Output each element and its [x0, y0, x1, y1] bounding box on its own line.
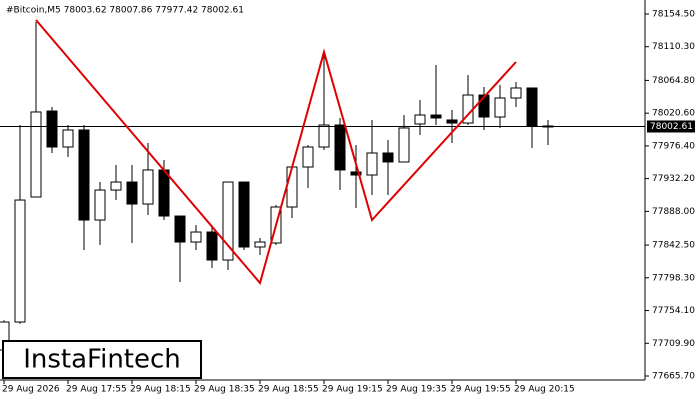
y-tick-label: 77932.20: [652, 174, 695, 184]
candle-body: [414, 114, 426, 125]
y-tick-label: 78154.50: [652, 9, 695, 19]
candle-body: [286, 166, 298, 208]
y-tick-label: 77754.10: [652, 306, 695, 316]
candle-body: [350, 171, 362, 176]
current-price-box: [647, 120, 695, 133]
candle-body: [94, 189, 106, 221]
x-tick-label: 29 Aug 2026: [2, 385, 60, 395]
y-tick-label: 77888.00: [652, 207, 695, 217]
watermark: InstaFintech: [23, 345, 181, 375]
x-tick-label: 29 Aug 19:55: [450, 385, 511, 395]
y-tick-label: 77665.70: [652, 372, 695, 382]
candle-body: [14, 199, 26, 323]
candle-body: [142, 169, 154, 205]
candle-body: [222, 181, 234, 261]
chart-title: #Bitcoin,M5 78003.62 78007.86 77977.42 7…: [6, 6, 244, 16]
candle-body: [430, 114, 442, 119]
candle-body: [446, 119, 458, 124]
y-tick-label: 78020.60: [652, 109, 695, 119]
candle-body: [318, 124, 330, 148]
candle-body: [366, 152, 378, 176]
candle-body: [30, 111, 42, 198]
candle-body: [510, 87, 522, 99]
candle-body: [238, 181, 250, 248]
candle-body: [78, 129, 90, 221]
candle-body: [126, 181, 138, 205]
y-tick-label: 77798.30: [652, 273, 695, 283]
y-tick-label: 77842.50: [652, 241, 695, 251]
y-tick-label: 77709.90: [652, 339, 695, 349]
y-tick-label: 78110.30: [652, 42, 695, 52]
candle-body: [62, 129, 74, 148]
candle-body: [494, 97, 506, 118]
candle-body: [174, 215, 186, 243]
candle-body: [478, 94, 490, 118]
x-tick-label: 29 Aug 18:35: [194, 385, 255, 395]
candle-body: [110, 181, 122, 191]
plot: [0, 19, 645, 356]
candle-body: [190, 231, 202, 243]
x-tick-label: 29 Aug 19:15: [322, 385, 383, 395]
watermark-box: [2, 340, 202, 379]
x-tick-label: 29 Aug 17:55: [66, 385, 127, 395]
candle-body: [206, 231, 218, 261]
candle-body: [254, 241, 266, 248]
x-tick-label: 29 Aug 18:55: [258, 385, 319, 395]
y-tick-label: 78064.80: [652, 76, 695, 86]
current-price-label: 78002.61: [650, 122, 693, 132]
candle-body: [302, 146, 314, 168]
candle-body: [158, 169, 170, 217]
x-tick-label: 29 Aug 19:35: [386, 385, 447, 395]
x-tick-label: 29 Aug 18:15: [130, 385, 191, 395]
candle-body: [46, 110, 58, 148]
y-tick-label: 77976.40: [652, 141, 695, 151]
candle-body: [398, 127, 410, 163]
candle-body: [526, 87, 538, 127]
candle-body: [334, 124, 346, 171]
pattern-line: [35, 19, 517, 286]
x-tick-label: 29 Aug 20:15: [514, 385, 575, 395]
candle-body: [382, 152, 394, 163]
